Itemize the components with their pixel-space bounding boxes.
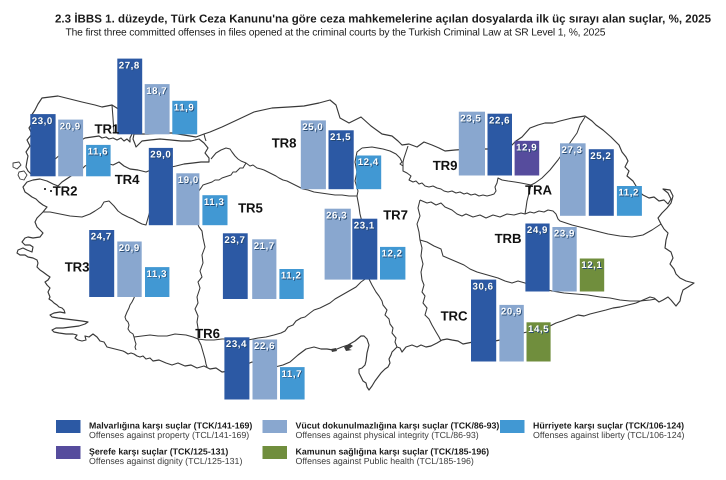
svg-text:20,9: 20,9 [119,243,140,254]
svg-text:23,5: 23,5 [460,113,481,124]
svg-text:14,5: 14,5 [529,325,550,336]
svg-text:12,2: 12,2 [382,249,403,260]
svg-text:Vücut dokunulmazlığına karşı s: Vücut dokunulmazlığına karşı suçlar (TCK… [296,421,500,431]
svg-text:12,1: 12,1 [582,261,603,272]
svg-text:23,0: 23,0 [33,117,54,128]
svg-text:Offenses against Public health: Offenses against Public health (TCL/185-… [296,456,474,466]
svg-text:23,9: 23,9 [555,230,576,241]
svg-text:23,1: 23,1 [354,220,375,231]
svg-text:11,7: 11,7 [282,369,303,380]
svg-text:TR2: TR2 [53,184,78,199]
svg-text:25,0: 25,0 [302,122,323,133]
svg-text:30,6: 30,6 [473,282,494,293]
svg-text:24,7: 24,7 [91,232,112,243]
svg-text:TR7: TR7 [383,208,408,223]
svg-text:14,5: 14,5 [528,324,549,335]
svg-text:18,7: 18,7 [146,86,167,97]
svg-text:27,3: 27,3 [562,146,583,157]
svg-text:Kamunun sağlığına karşı suçlar: Kamunun sağlığına karşı suçlar (TCK/185-… [296,447,490,457]
svg-text:20,9: 20,9 [502,308,523,319]
svg-text:11,6: 11,6 [89,148,110,159]
svg-text:11,3: 11,3 [147,270,168,281]
svg-text:23,9: 23,9 [554,229,575,240]
svg-text:12,1: 12,1 [581,260,602,271]
svg-text:22,6: 22,6 [255,342,276,353]
svg-text:11,2: 11,2 [282,272,303,283]
svg-text:20,9: 20,9 [120,244,141,255]
svg-text:23,5: 23,5 [461,114,482,125]
svg-text:12,4: 12,4 [359,158,380,169]
svg-text:Malvarlığına karşı suçlar (TCK: Malvarlığına karşı suçlar (TCK/141-169) [89,421,252,431]
svg-text:29,0: 29,0 [151,151,172,162]
svg-text:TR5: TR5 [238,201,263,216]
svg-text:27,3: 27,3 [562,145,583,156]
svg-text:24,7: 24,7 [92,233,113,244]
svg-text:11,3: 11,3 [147,269,168,280]
svg-text:23,7: 23,7 [225,236,246,247]
svg-text:25,2: 25,2 [591,152,612,163]
svg-text:12,9: 12,9 [516,143,537,154]
svg-text:11,6: 11,6 [88,147,109,158]
svg-text:Şerefe karşı suçlar (TCK/125-1: Şerefe karşı suçlar (TCK/125-131) [89,447,228,457]
svg-text:11,2: 11,2 [281,271,302,282]
svg-text:TRA: TRA [525,183,552,198]
svg-text:18,7: 18,7 [147,87,168,98]
svg-text:23,4: 23,4 [227,340,248,351]
svg-text:Offenses against dignity (TCL/: Offenses against dignity (TCL/125-131) [89,456,242,466]
svg-text:TR9: TR9 [433,158,458,173]
svg-text:20,9: 20,9 [61,122,82,133]
svg-text:27,8: 27,8 [119,60,140,71]
svg-text:23,4: 23,4 [226,339,247,350]
svg-text:22,6: 22,6 [489,115,510,126]
svg-text:Hürriyete karşı suçlar (TCK/10: Hürriyete karşı suçlar (TCK/106-124) [533,421,684,431]
svg-text:12,2: 12,2 [382,250,403,261]
svg-text:21,7: 21,7 [255,242,276,253]
svg-text:TR3: TR3 [65,260,90,275]
svg-text:Offenses against liberty (TCL/: Offenses against liberty (TCL/106-124) [533,430,684,440]
svg-text:20,9: 20,9 [60,121,81,132]
svg-text:23,0: 23,0 [32,116,53,127]
svg-text:30,6: 30,6 [473,281,494,292]
svg-text:19,0: 19,0 [178,175,199,186]
svg-text:11,7: 11,7 [282,370,303,381]
svg-text:11,3: 11,3 [205,198,226,209]
svg-text:TR6: TR6 [195,326,220,341]
svg-text:11,9: 11,9 [175,103,196,114]
svg-text:12,4: 12,4 [358,157,379,168]
svg-text:21,7: 21,7 [254,241,275,252]
svg-text:TRB: TRB [495,231,522,246]
svg-text:25,2: 25,2 [590,151,611,162]
svg-text:TRC: TRC [441,309,468,324]
svg-text:The first three committed offe: The first three committed offenses in fi… [66,28,606,39]
svg-text:TR4: TR4 [115,172,140,187]
svg-text:11,2: 11,2 [619,189,640,200]
svg-text:23,1: 23,1 [355,221,376,232]
svg-text:25,0: 25,0 [303,123,324,134]
svg-text:19,0: 19,0 [179,176,200,187]
svg-text:11,3: 11,3 [204,197,225,208]
svg-text:24,9: 24,9 [527,225,548,236]
svg-text:26,3: 26,3 [327,211,348,222]
svg-text:Offenses against physical inte: Offenses against physical integrity (TCL… [296,430,479,440]
svg-text:21,5: 21,5 [331,133,352,144]
svg-text:2.3 İBBS 1. düzeyde, Türk Ceza: 2.3 İBBS 1. düzeyde, Türk Ceza Kanunu'na… [55,13,712,26]
svg-text:27,8: 27,8 [120,61,141,72]
svg-text:20,9: 20,9 [501,307,522,318]
svg-text:24,9: 24,9 [528,226,549,237]
svg-text:12,9: 12,9 [517,143,538,154]
svg-text:TR8: TR8 [272,136,297,151]
svg-text:21,5: 21,5 [330,132,351,143]
svg-text:26,3: 26,3 [326,210,347,221]
svg-text:11,9: 11,9 [174,103,195,114]
svg-text:29,0: 29,0 [150,150,171,161]
svg-text:TR1: TR1 [94,122,119,137]
svg-text:Offenses against property (TCL: Offenses against property (TCL/141-169) [89,430,249,440]
svg-text:22,6: 22,6 [254,341,275,352]
svg-text:11,2: 11,2 [618,188,639,199]
svg-text:23,7: 23,7 [224,235,245,246]
svg-text:22,6: 22,6 [490,116,511,127]
